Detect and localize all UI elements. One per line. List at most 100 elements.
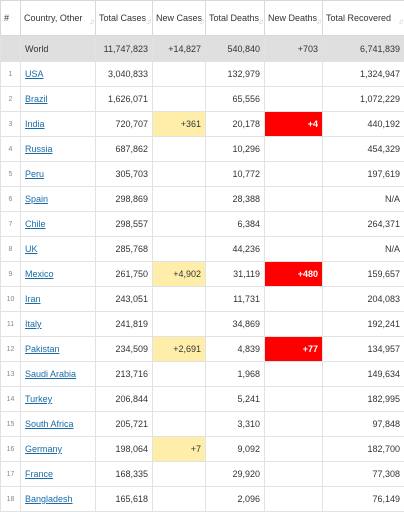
cell-total-recovered: 264,371 bbox=[323, 212, 404, 237]
country-link[interactable]: Pakistan bbox=[25, 344, 60, 354]
cell-new-deaths bbox=[265, 187, 323, 212]
cell-total-cases: 213,716 bbox=[96, 362, 153, 387]
sort-arrows-icon[interactable]: ↓↑ bbox=[258, 16, 262, 27]
cell-total-deaths: 29,920 bbox=[206, 462, 265, 487]
column-header-total-recovered[interactable]: Total Recovered↓↑ bbox=[323, 1, 404, 36]
cell-total-deaths: 5,241 bbox=[206, 387, 265, 412]
cell-total-cases: 165,618 bbox=[96, 487, 153, 512]
country-link[interactable]: Russia bbox=[25, 144, 53, 154]
cell-total-recovered: 192,241 bbox=[323, 312, 404, 337]
cell-total-deaths: 6,384 bbox=[206, 212, 265, 237]
cell-total-cases: 11,747,823 bbox=[96, 36, 153, 62]
cell-rank: 1 bbox=[1, 62, 21, 87]
sort-arrows-icon[interactable]: ↓↑ bbox=[199, 16, 203, 27]
header-row: #Country, Other↓↑Total Cases↓↑New Cases↓… bbox=[1, 1, 404, 36]
cell-new-deaths bbox=[265, 162, 323, 187]
cell-rank: 9 bbox=[1, 262, 21, 287]
cell-total-deaths: 1,968 bbox=[206, 362, 265, 387]
cell-new-cases bbox=[153, 62, 206, 87]
cell-country: World bbox=[21, 36, 96, 62]
sort-arrows-icon[interactable]: ↓↑ bbox=[146, 16, 150, 27]
country-link[interactable]: Turkey bbox=[25, 394, 52, 404]
cell-new-cases bbox=[153, 462, 206, 487]
cell-total-deaths: 65,556 bbox=[206, 87, 265, 112]
cell-rank: 8 bbox=[1, 237, 21, 262]
cell-total-recovered: 182,995 bbox=[323, 387, 404, 412]
cell-rank: 14 bbox=[1, 387, 21, 412]
country-link[interactable]: South Africa bbox=[25, 419, 74, 429]
cell-rank: 4 bbox=[1, 137, 21, 162]
column-header-label: # bbox=[4, 13, 9, 23]
country-link[interactable]: Spain bbox=[25, 194, 48, 204]
cell-country: Saudi Arabia bbox=[21, 362, 96, 387]
table-header: #Country, Other↓↑Total Cases↓↑New Cases↓… bbox=[1, 1, 404, 36]
cell-total-cases: 3,040,833 bbox=[96, 62, 153, 87]
cell-new-cases bbox=[153, 387, 206, 412]
cell-total-cases: 234,509 bbox=[96, 337, 153, 362]
country-link[interactable]: USA bbox=[25, 69, 44, 79]
country-link[interactable]: Chile bbox=[25, 219, 46, 229]
cell-total-recovered: 6,741,839 bbox=[323, 36, 404, 62]
column-header-country[interactable]: Country, Other↓↑ bbox=[21, 1, 96, 36]
cell-country: USA bbox=[21, 62, 96, 87]
country-link[interactable]: France bbox=[25, 469, 53, 479]
cell-total-recovered: N/A bbox=[323, 237, 404, 262]
cell-total-recovered: 204,083 bbox=[323, 287, 404, 312]
cell-country: Peru bbox=[21, 162, 96, 187]
sort-arrows-icon[interactable]: ↓↑ bbox=[398, 16, 402, 27]
cell-total-recovered: 149,634 bbox=[323, 362, 404, 387]
country-link[interactable]: Mexico bbox=[25, 269, 54, 279]
cell-country: Spain bbox=[21, 187, 96, 212]
cell-country: France bbox=[21, 462, 96, 487]
cell-total-cases: 298,557 bbox=[96, 212, 153, 237]
country-link[interactable]: Germany bbox=[25, 444, 62, 454]
cell-total-recovered: 76,149 bbox=[323, 487, 404, 512]
cell-total-deaths: 10,296 bbox=[206, 137, 265, 162]
cell-total-cases: 298,869 bbox=[96, 187, 153, 212]
cell-total-cases: 241,819 bbox=[96, 312, 153, 337]
cell-total-cases: 687,862 bbox=[96, 137, 153, 162]
column-header-new-cases[interactable]: New Cases↓↑ bbox=[153, 1, 206, 36]
country-link[interactable]: Brazil bbox=[25, 94, 48, 104]
column-header-total-cases[interactable]: Total Cases↓↑ bbox=[96, 1, 153, 36]
cell-new-deaths: +703 bbox=[265, 36, 323, 62]
column-header-total-deaths[interactable]: Total Deaths↓↑ bbox=[206, 1, 265, 36]
column-header-new-deaths[interactable]: New Deaths↓↑ bbox=[265, 1, 323, 36]
cell-rank: 12 bbox=[1, 337, 21, 362]
cell-new-cases bbox=[153, 287, 206, 312]
cell-total-cases: 305,703 bbox=[96, 162, 153, 187]
cell-total-deaths: 132,979 bbox=[206, 62, 265, 87]
cell-total-recovered: 1,324,947 bbox=[323, 62, 404, 87]
column-header-label: Total Cases bbox=[99, 13, 146, 23]
sort-arrows-icon[interactable]: ↓↑ bbox=[316, 16, 320, 27]
country-link[interactable]: Italy bbox=[25, 319, 42, 329]
cell-country: UK bbox=[21, 237, 96, 262]
cell-total-cases: 1,626,071 bbox=[96, 87, 153, 112]
cell-new-deaths bbox=[265, 462, 323, 487]
sort-arrows-icon[interactable]: ↓↑ bbox=[89, 16, 93, 27]
country-link[interactable]: UK bbox=[25, 244, 38, 254]
cell-new-cases: +14,827 bbox=[153, 36, 206, 62]
cell-total-deaths: 4,839 bbox=[206, 337, 265, 362]
cell-country: Germany bbox=[21, 437, 96, 462]
cell-country: Pakistan bbox=[21, 337, 96, 362]
cell-total-deaths: 28,388 bbox=[206, 187, 265, 212]
country-link[interactable]: Peru bbox=[25, 169, 44, 179]
country-link[interactable]: Iran bbox=[25, 294, 41, 304]
cell-new-deaths bbox=[265, 362, 323, 387]
cell-country: Iran bbox=[21, 287, 96, 312]
country-link[interactable]: Saudi Arabia bbox=[25, 369, 76, 379]
country-link[interactable]: India bbox=[25, 119, 45, 129]
country-link[interactable]: Bangladesh bbox=[25, 494, 73, 504]
cell-total-recovered: 159,657 bbox=[323, 262, 404, 287]
cell-rank: 18 bbox=[1, 487, 21, 512]
